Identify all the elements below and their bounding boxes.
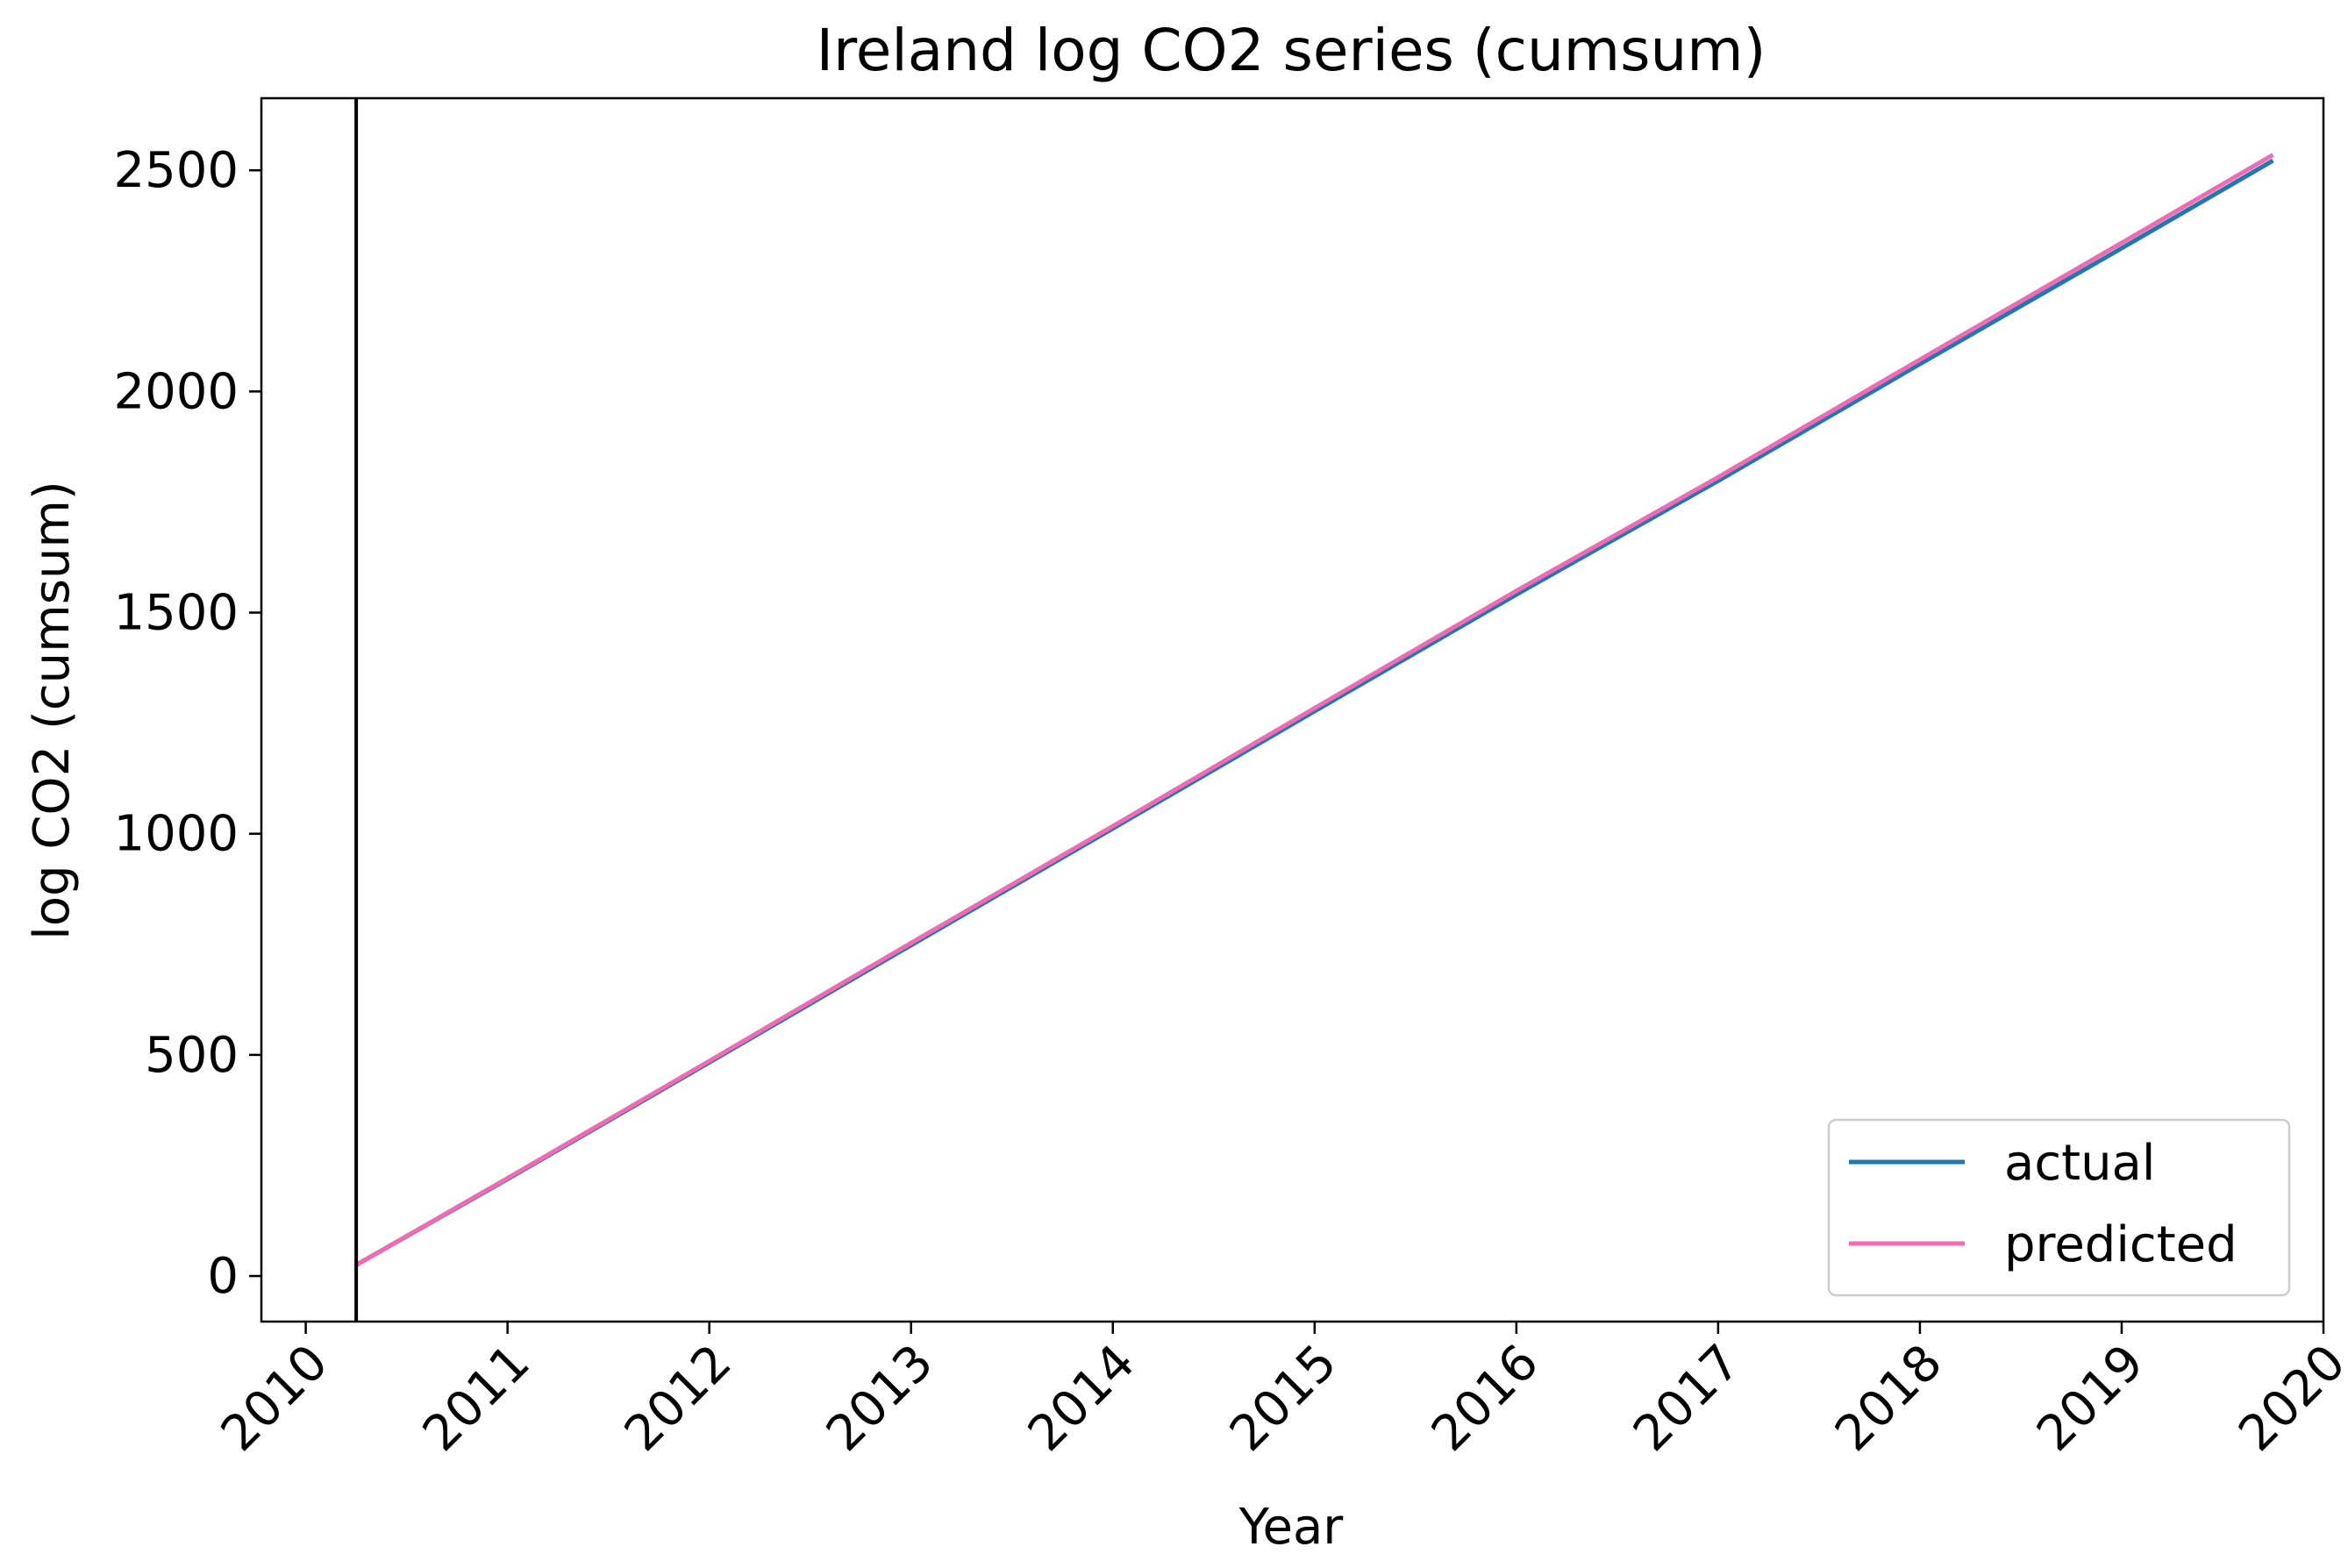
y-tick-label: 1000 [113,806,239,863]
y-tick-label: 2500 [113,142,239,199]
series-line-predicted [354,153,2274,1267]
y-axis-label: log CO2 (cumsum) [24,481,81,940]
chart-title: Ireland log CO2 series (cumsum) [817,17,1766,84]
x-axis-label: Year [1238,1499,1345,1556]
plot-area-frame [260,96,2325,1323]
y-tick-label: 500 [145,1027,239,1084]
y-tick-label: 0 [207,1248,239,1305]
y-tick-label: 1500 [113,585,239,642]
y-axis: 0 500 1000 1500 2000 2500 [113,142,261,1305]
legend-label-predicted: predicted [2004,1216,2237,1273]
y-tick-label: 2000 [113,363,239,420]
plot-series [354,153,2274,1267]
legend: actual predicted [1827,1118,2291,1297]
legend-label-actual: actual [2004,1135,2155,1192]
